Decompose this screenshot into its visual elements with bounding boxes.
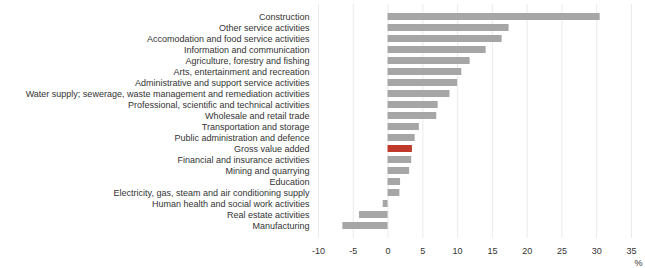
svg-text:Administrative and support ser: Administrative and support service activ… [135, 78, 310, 88]
svg-text:15: 15 [487, 246, 497, 256]
svg-text:Accomodation and food service: Accomodation and food service activities [147, 34, 310, 44]
svg-text:Real estate activities: Real estate activities [227, 210, 310, 220]
svg-text:Professional, scientific and t: Professional, scientific and technical a… [128, 100, 310, 110]
svg-text:35: 35 [626, 246, 636, 256]
svg-text:Financial and insurance activi: Financial and insurance activities [177, 155, 310, 165]
svg-text:0: 0 [386, 246, 391, 256]
svg-text:Agriculture, forestry and fish: Agriculture, forestry and fishing [185, 56, 309, 66]
svg-text:Construction: Construction [259, 12, 310, 22]
svg-text:Transportation and storage: Transportation and storage [202, 122, 310, 132]
svg-text:Mining and quarrying: Mining and quarrying [225, 166, 309, 176]
svg-text:Electricity, gas, steam and ai: Electricity, gas, steam and air conditio… [114, 188, 310, 198]
svg-text:Other service activities: Other service activities [219, 23, 310, 33]
svg-text:Human health and social work a: Human health and social work activities [152, 199, 310, 209]
svg-text:-10: -10 [312, 246, 325, 256]
svg-text:25: 25 [557, 246, 567, 256]
svg-text:-5: -5 [349, 246, 357, 256]
svg-text:10: 10 [453, 246, 463, 256]
svg-text:Wholesale and retail trade: Wholesale and retail trade [205, 111, 310, 121]
svg-text:Education: Education [269, 177, 309, 187]
svg-text:5: 5 [420, 246, 425, 256]
svg-text:%: % [634, 258, 642, 268]
svg-text:Arts, entertainment and recrea: Arts, entertainment and recreation [173, 67, 309, 77]
svg-text:Information and communication: Information and communication [184, 45, 310, 55]
svg-text:Water supply; sewerage, waste: Water supply; sewerage, waste management… [26, 89, 310, 99]
svg-text:Manufacturing: Manufacturing [252, 221, 309, 231]
svg-text:30: 30 [592, 246, 602, 256]
svg-text:20: 20 [522, 246, 532, 256]
svg-text:Public administration and defe: Public administration and defence [174, 133, 309, 143]
svg-text:Gross value added: Gross value added [234, 144, 310, 154]
